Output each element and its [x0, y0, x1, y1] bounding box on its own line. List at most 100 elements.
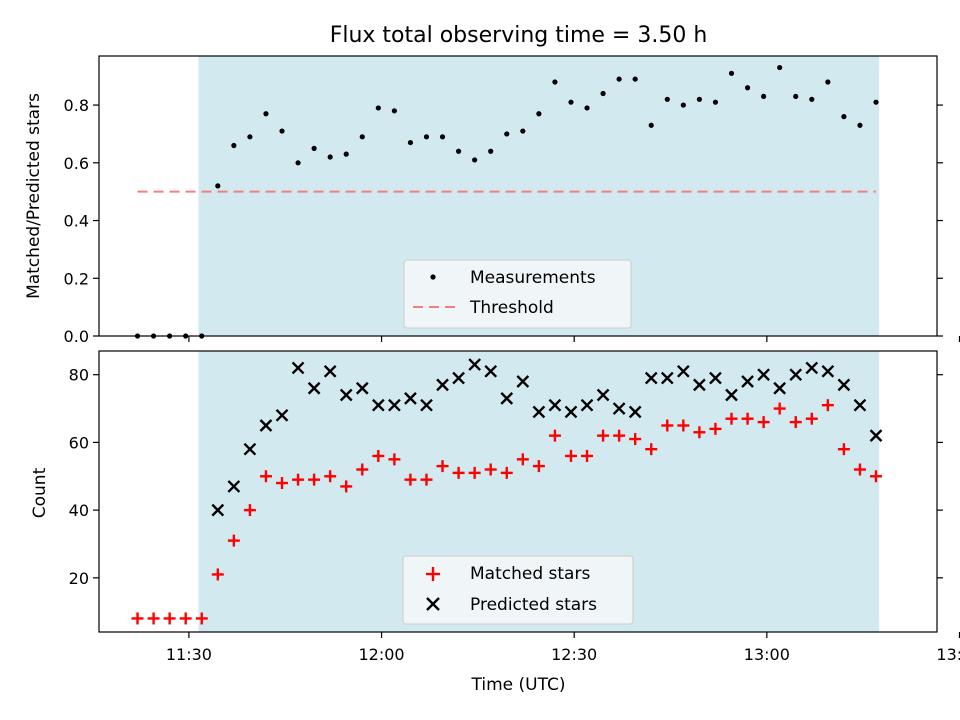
matched-star-point — [436, 460, 449, 473]
predicted-star-point — [516, 375, 530, 388]
measurement-point — [841, 114, 847, 120]
measurement-point — [632, 76, 638, 82]
measurement-point — [231, 142, 237, 149]
bottom-legend-box — [402, 555, 634, 625]
measurement-point — [793, 93, 799, 100]
measurement-point — [648, 122, 654, 128]
bottom-axes-frame — [98, 350, 938, 633]
measurement-point — [263, 111, 269, 117]
measurement-point — [552, 79, 558, 85]
matched-star-point — [773, 402, 786, 415]
predicted-star-point — [596, 388, 610, 402]
legend-predicted-label: Predicted stars — [470, 595, 597, 615]
predicted-star-point — [612, 402, 626, 415]
predicted-star-point — [709, 371, 722, 385]
predicted-star-point — [532, 405, 546, 419]
matched-star-point — [227, 534, 240, 547]
measurement-point — [761, 93, 767, 100]
y-tick-label: 40 — [69, 501, 89, 520]
matched-star-point — [741, 412, 754, 425]
predicted-star-point — [211, 503, 225, 517]
bottom-legend: Matched stars Predicted stars — [402, 555, 634, 625]
top-legend-box — [403, 259, 632, 329]
y-tick-label: 0.2 — [64, 269, 89, 288]
x-axis-label: Time (UTC) — [471, 675, 566, 695]
matched-star-point — [276, 477, 289, 490]
predicted-star-point — [500, 392, 514, 405]
measurement-point — [825, 79, 831, 85]
matched-star-point — [340, 480, 353, 493]
matched-star-point — [725, 412, 738, 425]
y-tick-label: 0.8 — [64, 96, 89, 115]
y-tick-label: 60 — [69, 433, 89, 452]
matched-star-point — [789, 416, 802, 429]
matched-star-point — [709, 422, 722, 435]
x-tick-label: 12:30 — [551, 645, 597, 664]
matched-star-point — [179, 612, 192, 625]
predicted-star-point — [291, 361, 305, 375]
y-tick-label: 0.4 — [64, 212, 89, 231]
predicted-star-point — [693, 378, 706, 392]
predicted-star-point — [339, 388, 353, 402]
measurement-point — [568, 99, 574, 105]
measurement-point — [809, 96, 815, 102]
matched-star-point — [404, 473, 417, 486]
measurement-point — [680, 102, 686, 108]
matched-star-point — [484, 463, 497, 476]
y-tick-label: 0.6 — [64, 154, 89, 173]
predicted-star-point — [243, 442, 257, 456]
top-y-axis-label: Matched/Predicted stars — [24, 93, 44, 299]
matched-star-point — [837, 443, 850, 456]
y-tick-label: 0.0 — [64, 327, 89, 346]
predicted-star-point — [677, 364, 690, 378]
top-axes-frame — [98, 55, 938, 337]
predicted-star-points — [211, 358, 883, 517]
measurement-point — [311, 145, 317, 151]
predicted-star-point — [468, 358, 482, 371]
measurement-point — [279, 128, 285, 134]
measurement-point — [696, 96, 703, 102]
predicted-star-point — [644, 371, 658, 385]
matched-star-point — [757, 416, 770, 429]
predicted-star-point — [548, 398, 562, 412]
matched-star-point — [597, 429, 610, 442]
measurement-point — [600, 90, 606, 97]
y-tick-label: 20 — [69, 569, 89, 588]
predicted-star-point — [773, 381, 787, 395]
legend-predicted-marker — [426, 597, 440, 611]
top-legend: Measurements Threshold — [403, 259, 632, 329]
predicted-star-point — [275, 408, 289, 422]
measurement-point — [295, 160, 301, 166]
matched-star-point — [661, 419, 674, 432]
matched-star-point — [468, 466, 481, 479]
measurement-point — [439, 134, 446, 140]
measurement-point — [504, 131, 510, 137]
predicted-star-point — [259, 419, 273, 432]
matched-star-point — [147, 612, 160, 625]
predicted-star-point — [227, 480, 241, 493]
bottom-y-ticks: 20 40 60 80 — [69, 366, 943, 588]
predicted-star-point — [660, 371, 674, 385]
measurement-point — [664, 96, 670, 102]
legend-measurements-label: Measurements — [470, 268, 596, 288]
top-x-ticks — [188, 336, 960, 342]
predicted-star-point — [869, 429, 883, 442]
measurement-point — [472, 157, 478, 163]
y-tick-label: 80 — [69, 366, 89, 385]
matched-star-point — [131, 612, 144, 625]
x-tick-label: 11:30 — [166, 645, 212, 664]
predicted-star-point — [388, 398, 401, 412]
matched-star-point — [324, 470, 337, 483]
measurement-point — [327, 154, 333, 160]
chart-title: Flux total observing time = 3.50 h — [330, 23, 708, 48]
legend-matched-label: Matched stars — [470, 564, 590, 584]
predicted-star-point — [741, 375, 754, 388]
predicted-star-point — [821, 364, 835, 378]
matched-star-point — [677, 419, 690, 432]
matched-star-point — [292, 473, 305, 486]
measurement-point — [215, 183, 221, 189]
matched-star-point — [259, 470, 272, 483]
measurement-point — [777, 64, 783, 71]
x-tick-label: 13:30 — [936, 645, 960, 664]
